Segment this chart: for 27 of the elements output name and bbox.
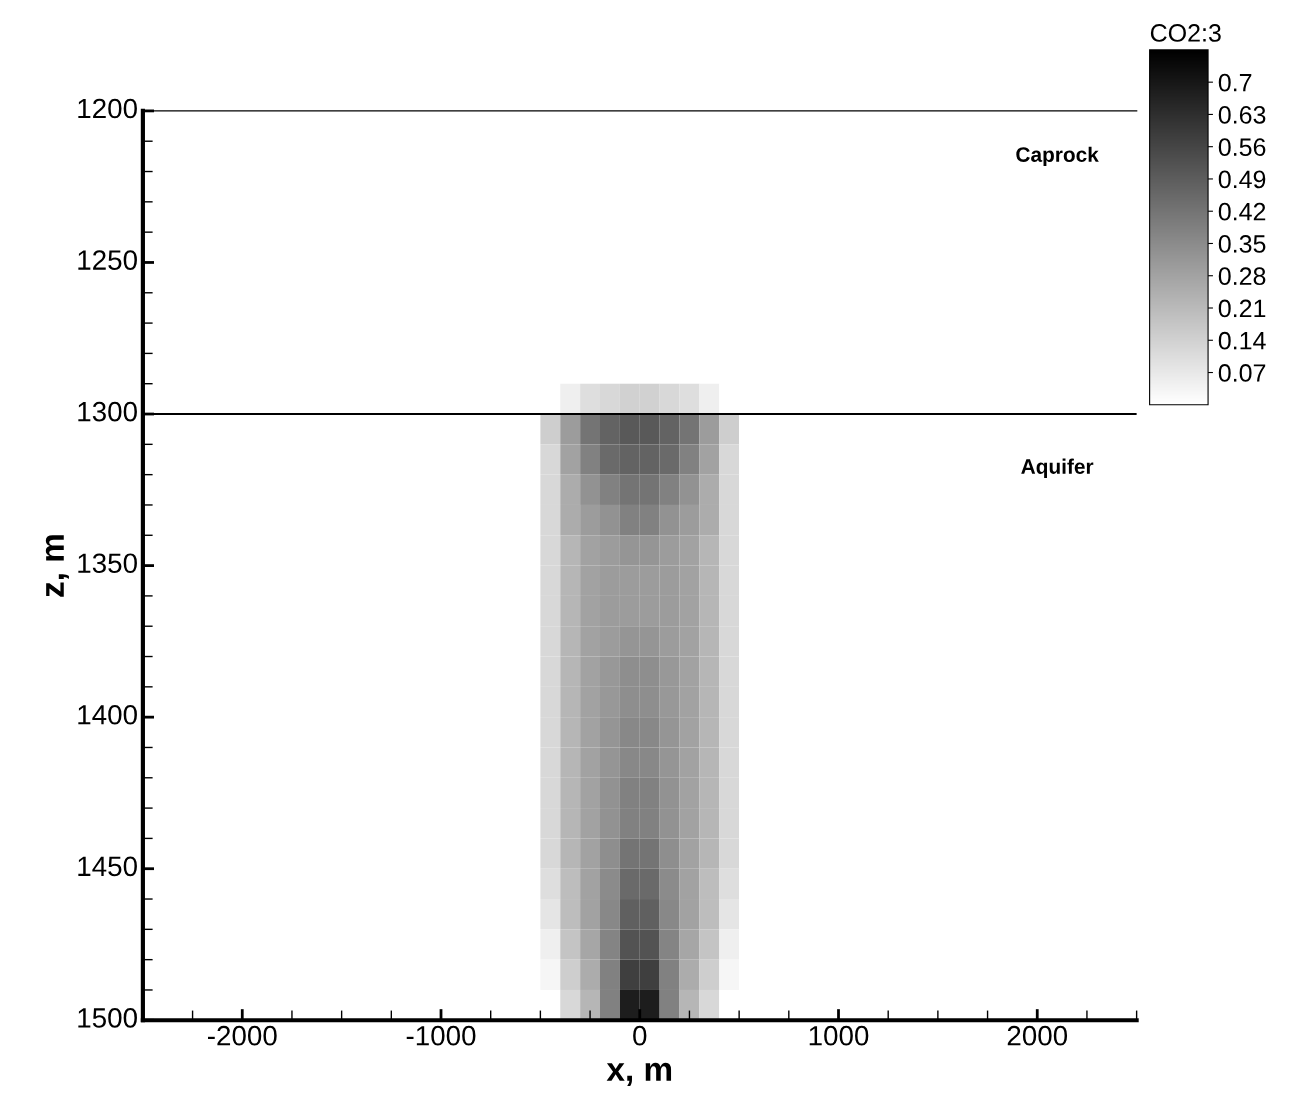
y-tick-label: 1450 xyxy=(78,856,137,877)
y-tick-label: 1350 xyxy=(78,553,137,574)
annotation: Aquifer xyxy=(1021,458,1094,478)
color-bar-label: 0.56 xyxy=(1218,138,1266,156)
color-bar-label: 0.07 xyxy=(1218,364,1266,382)
color-bar-label: 0.14 xyxy=(1218,331,1266,350)
color-bar-label: 0.28 xyxy=(1218,267,1266,286)
y-tick-label: 1300 xyxy=(78,401,137,422)
y-tick-label: 1400 xyxy=(78,704,137,725)
y-tick-label: 1250 xyxy=(78,250,137,270)
x-axis-title: x, m xyxy=(606,1062,672,1086)
color-bar-label: 0.21 xyxy=(1218,299,1266,318)
x-tick-label: 1000 xyxy=(809,1025,869,1046)
color-bar-label: 0.42 xyxy=(1218,202,1266,221)
color-bar-label: 0.35 xyxy=(1218,235,1266,253)
color-bar-label: 0.63 xyxy=(1218,106,1266,124)
x-tick-label: -2000 xyxy=(207,1025,277,1046)
y-tick-label: 1500 xyxy=(78,1008,137,1028)
color-bar-label: 0.7 xyxy=(1218,73,1252,92)
y-axis-title: z, m xyxy=(45,535,69,597)
color-bar-label: 0.49 xyxy=(1218,170,1266,189)
x-tick-label: -1000 xyxy=(406,1025,476,1046)
y-tick-label: 1200 xyxy=(78,98,137,119)
color-bar-title: CO2:3 xyxy=(1150,24,1221,42)
x-tick-label: 0 xyxy=(633,1025,647,1046)
x-tick-label: 2000 xyxy=(1007,1025,1068,1046)
annotation: Caprock xyxy=(1016,146,1099,167)
